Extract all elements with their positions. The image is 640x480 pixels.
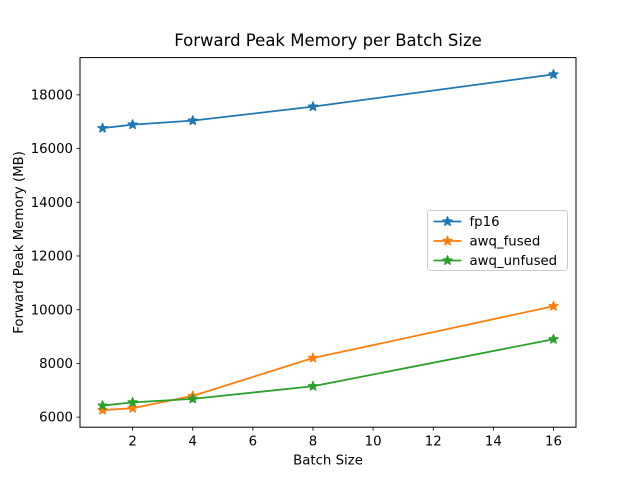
x-tick-label: 8	[309, 435, 317, 450]
legend-box	[427, 210, 568, 271]
legend-label-awq_unfused: awq_unfused	[470, 254, 558, 269]
legend-marker-fp16	[442, 216, 453, 226]
legend-marker-awq_unfused	[442, 255, 453, 265]
y-tick-label: 14000	[31, 196, 73, 211]
series-marker-awq_unfused	[127, 396, 138, 407]
y-tick-label: 12000	[31, 250, 73, 265]
x-tick-label: 10	[365, 435, 382, 450]
y-tick-label: 8000	[39, 357, 73, 372]
series-marker-fp16	[548, 69, 559, 79]
series-marker-awq_fused	[97, 404, 108, 415]
series-marker-awq_unfused	[187, 393, 198, 404]
y-tick-label: 16000	[31, 142, 73, 157]
y-axis-label: Forward Peak Memory (MB)	[12, 151, 27, 334]
series-marker-fp16	[307, 101, 319, 112]
x-tick-label: 4	[188, 435, 196, 450]
series-marker-fp16	[97, 122, 108, 133]
x-tick-label: 12	[425, 435, 442, 450]
legend-label-awq_fused: awq_fused	[470, 235, 541, 250]
series-marker-awq_fused	[307, 352, 319, 363]
legend-label-fp16: fp16	[470, 215, 500, 230]
series-marker-awq_unfused	[307, 380, 319, 391]
x-tick-label: 16	[545, 435, 562, 450]
series-marker-awq_unfused	[548, 333, 559, 344]
legend-marker-awq_fused	[442, 235, 453, 246]
x-tick-label: 6	[249, 435, 257, 450]
series-marker-awq_unfused	[97, 400, 108, 411]
x-tick-label: 14	[485, 435, 502, 450]
chart-title: Forward Peak Memory per Batch Size	[174, 31, 482, 50]
y-tick-label: 10000	[31, 303, 73, 318]
y-tick-label: 6000	[39, 411, 73, 426]
x-tick-label: 2	[128, 435, 136, 450]
y-tick-label: 18000	[31, 88, 73, 103]
x-axis-label: Batch Size	[293, 454, 363, 469]
series-marker-fp16	[127, 119, 138, 130]
series-marker-awq_fused	[127, 402, 138, 413]
series-marker-fp16	[187, 115, 198, 126]
series-marker-awq_fused	[548, 300, 559, 311]
